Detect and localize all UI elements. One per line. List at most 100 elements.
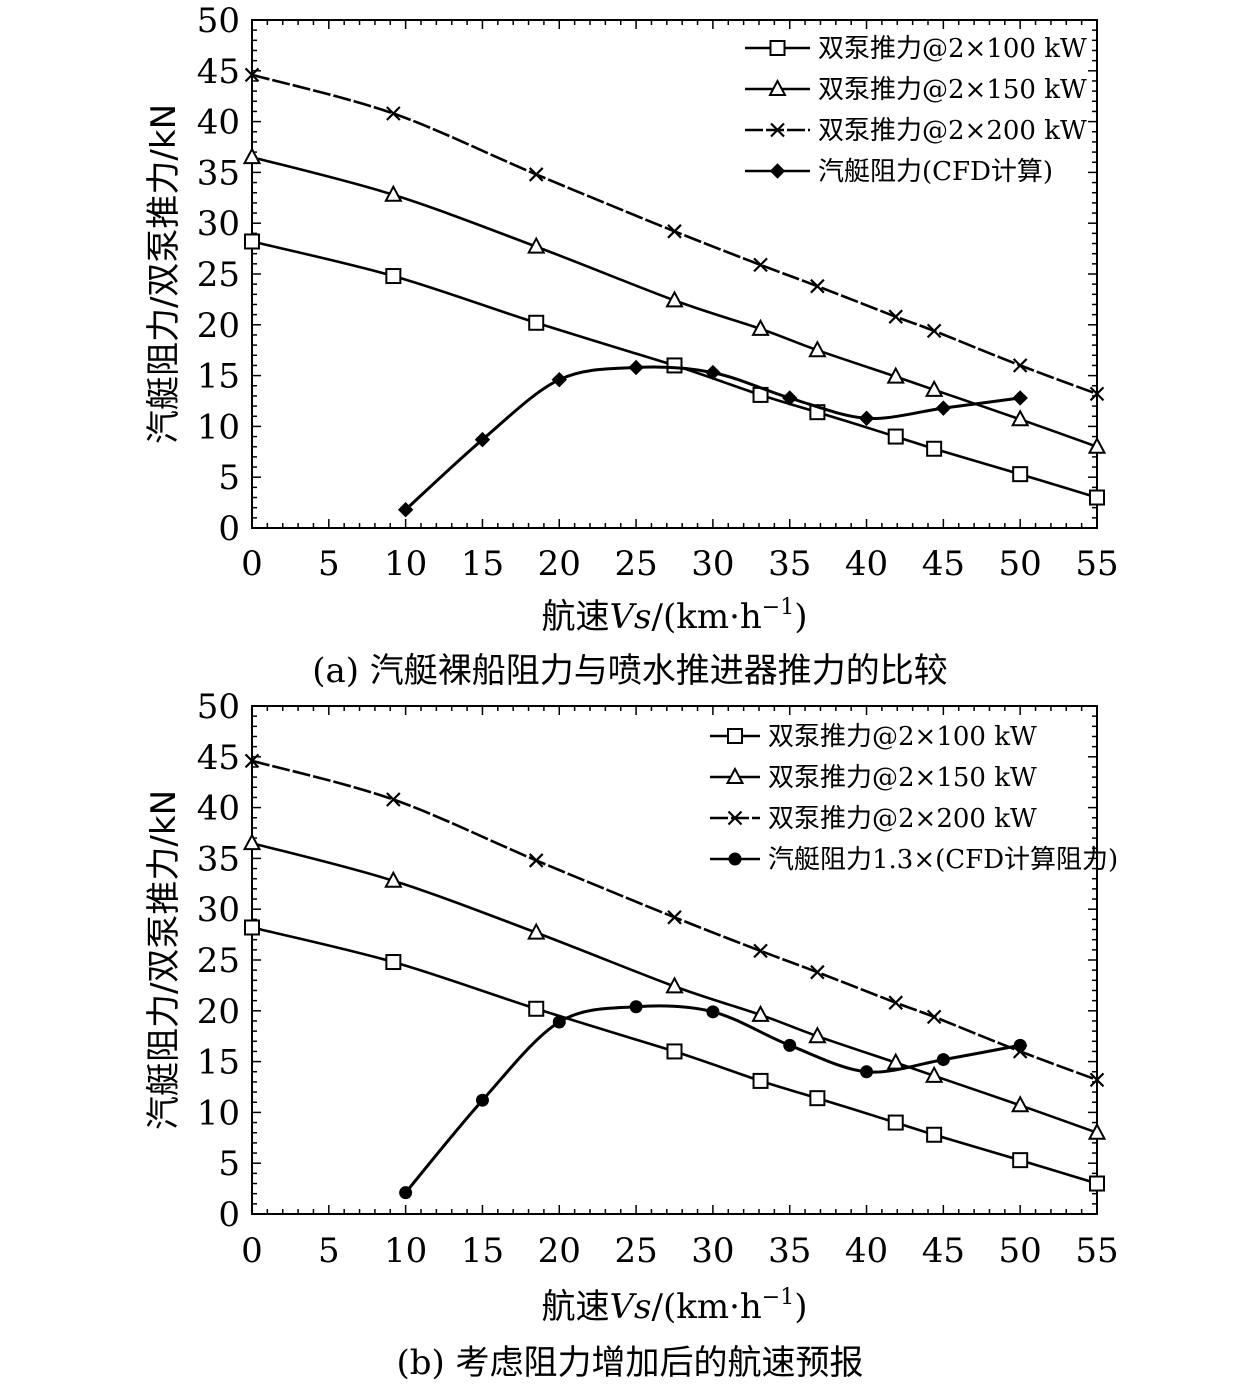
y-tick-label: 50 xyxy=(197,1,240,41)
marker-square-0 xyxy=(244,919,260,936)
y-axis-label: 汽艇阻力/双泵推力/kN xyxy=(144,790,184,1130)
marker-x-6 xyxy=(888,309,904,324)
y-tick-label: 20 xyxy=(197,306,240,346)
x-tick-label: 30 xyxy=(691,544,734,584)
y-tick-label: 20 xyxy=(197,992,240,1032)
marker-triangle-1 xyxy=(384,184,403,202)
y-tick-label: 40 xyxy=(197,103,240,143)
series-triangle xyxy=(242,833,1107,1140)
x-label-var: Vs xyxy=(610,597,652,637)
marker-triangle-legend xyxy=(725,766,745,784)
marker-square-7 xyxy=(926,1126,943,1143)
marker-x-5 xyxy=(810,278,825,294)
marker-triangle-5 xyxy=(808,1026,827,1044)
marker-triangle-9 xyxy=(1087,436,1107,454)
marker-triangle-3 xyxy=(665,976,684,994)
x-tick-label: 45 xyxy=(922,544,965,584)
x-axis-label: 航速Vs/(km·h−1) xyxy=(542,595,808,637)
series-x xyxy=(244,67,1105,402)
marker-x-0 xyxy=(244,753,260,769)
marker-x-9 xyxy=(1089,1072,1105,1088)
series-diamond xyxy=(397,359,1028,518)
legend-label: 双泵推力@2×150 kW xyxy=(768,763,1037,793)
marker-x-0 xyxy=(244,67,260,83)
marker-square-6 xyxy=(887,1114,904,1131)
legend: 双泵推力@2×100 kW 双泵推力@2×150 kW 双泵推力@2×200 kW 汽… xyxy=(710,722,1118,875)
marker-triangle-legend xyxy=(768,78,787,96)
marker-square-9 xyxy=(1089,489,1105,506)
marker-triangle-0 xyxy=(242,147,262,165)
legend-label: 双泵推力@2×150 kW xyxy=(818,75,1087,105)
marker-circle-2 xyxy=(552,1015,566,1029)
x-label-var: Vs xyxy=(610,1287,652,1327)
marker-triangle-0 xyxy=(242,833,262,851)
marker-x-3 xyxy=(667,910,682,925)
y-tick-label: 15 xyxy=(197,357,240,397)
marker-triangle-4 xyxy=(751,1004,770,1022)
marker-diamond-legend xyxy=(769,163,786,179)
marker-triangle-4 xyxy=(751,318,770,336)
chart-panel-b: 0 5 10 15 20 25 30 35 40 45 50 55 0 5 10 15 20 25 30 35 40 45… xyxy=(144,687,1119,1383)
marker-triangle-5 xyxy=(808,340,827,358)
marker-square-2 xyxy=(528,1000,545,1017)
y-tick-label: 35 xyxy=(197,839,240,879)
marker-square-0 xyxy=(244,233,260,250)
series-circle xyxy=(399,1000,1027,1200)
marker-diamond-5 xyxy=(782,390,798,406)
x-tick-label: 35 xyxy=(768,1231,811,1271)
x-tick-label: 45 xyxy=(922,1231,965,1271)
x-tick-label: 50 xyxy=(999,1231,1042,1271)
legend-label: 汽艇阻力1.3×(CFD计算阻力) xyxy=(768,845,1118,875)
marker-triangle-2 xyxy=(527,236,546,254)
marker-square-legend xyxy=(769,40,786,56)
y-tick-label: 30 xyxy=(197,890,240,930)
marker-circle-6 xyxy=(860,1065,874,1079)
marker-triangle-7 xyxy=(924,1065,944,1083)
marker-triangle-6 xyxy=(886,366,905,384)
marker-x-2 xyxy=(528,853,544,868)
series-line xyxy=(251,73,1098,396)
marker-square-2 xyxy=(528,314,545,331)
x-tick-label: 35 xyxy=(768,544,811,584)
marker-square-7 xyxy=(926,440,943,457)
marker-circle-0 xyxy=(399,1186,413,1200)
marker-x-2 xyxy=(528,167,544,182)
x-tick-label: 0 xyxy=(241,544,263,584)
marker-triangle-8 xyxy=(1011,409,1030,427)
y-tick-label: 30 xyxy=(197,204,240,244)
series-triangle xyxy=(242,147,1107,454)
legend: 双泵推力@2×100 kW 双泵推力@2×150 kW 双泵推力@2×200 kW 汽… xyxy=(745,34,1087,187)
x-tick-label: 15 xyxy=(461,544,504,584)
x-tick-label: 5 xyxy=(318,1231,340,1271)
series-square xyxy=(244,233,1105,506)
marker-x-9 xyxy=(1089,386,1105,402)
marker-diamond-3 xyxy=(628,359,644,376)
x-tick-label: 40 xyxy=(845,1231,888,1271)
y-tick-label: 10 xyxy=(197,407,240,447)
marker-x-3 xyxy=(667,224,682,239)
legend-label: 双泵推力@2×200 kW xyxy=(818,116,1087,146)
marker-square-1 xyxy=(385,268,402,285)
marker-x-1 xyxy=(386,792,401,807)
marker-diamond-7 xyxy=(935,400,952,416)
marker-diamond-6 xyxy=(858,410,875,426)
marker-x-5 xyxy=(810,964,825,980)
marker-diamond-2 xyxy=(551,371,567,388)
y-tick-label: 50 xyxy=(197,687,240,727)
marker-circle-4 xyxy=(706,1005,720,1019)
marker-square-4 xyxy=(752,1072,769,1089)
marker-square-1 xyxy=(385,954,402,971)
y-axis-label: 汽艇阻力/双泵推力/kN xyxy=(144,104,184,444)
x-label-unit: /(km·h xyxy=(652,1287,762,1327)
marker-square-3 xyxy=(666,357,683,374)
x-label-prefix: 航速 xyxy=(542,1287,610,1327)
marker-x-6 xyxy=(888,995,904,1010)
marker-triangle-3 xyxy=(665,290,684,308)
x-tick-label: 55 xyxy=(1075,1231,1118,1271)
legend-label: 双泵推力@2×100 kW xyxy=(768,722,1037,752)
marker-triangle-7 xyxy=(924,379,944,397)
marker-square-5 xyxy=(809,1090,826,1107)
marker-x-legend xyxy=(727,810,743,826)
x-label-unit: /(km·h xyxy=(652,597,762,637)
